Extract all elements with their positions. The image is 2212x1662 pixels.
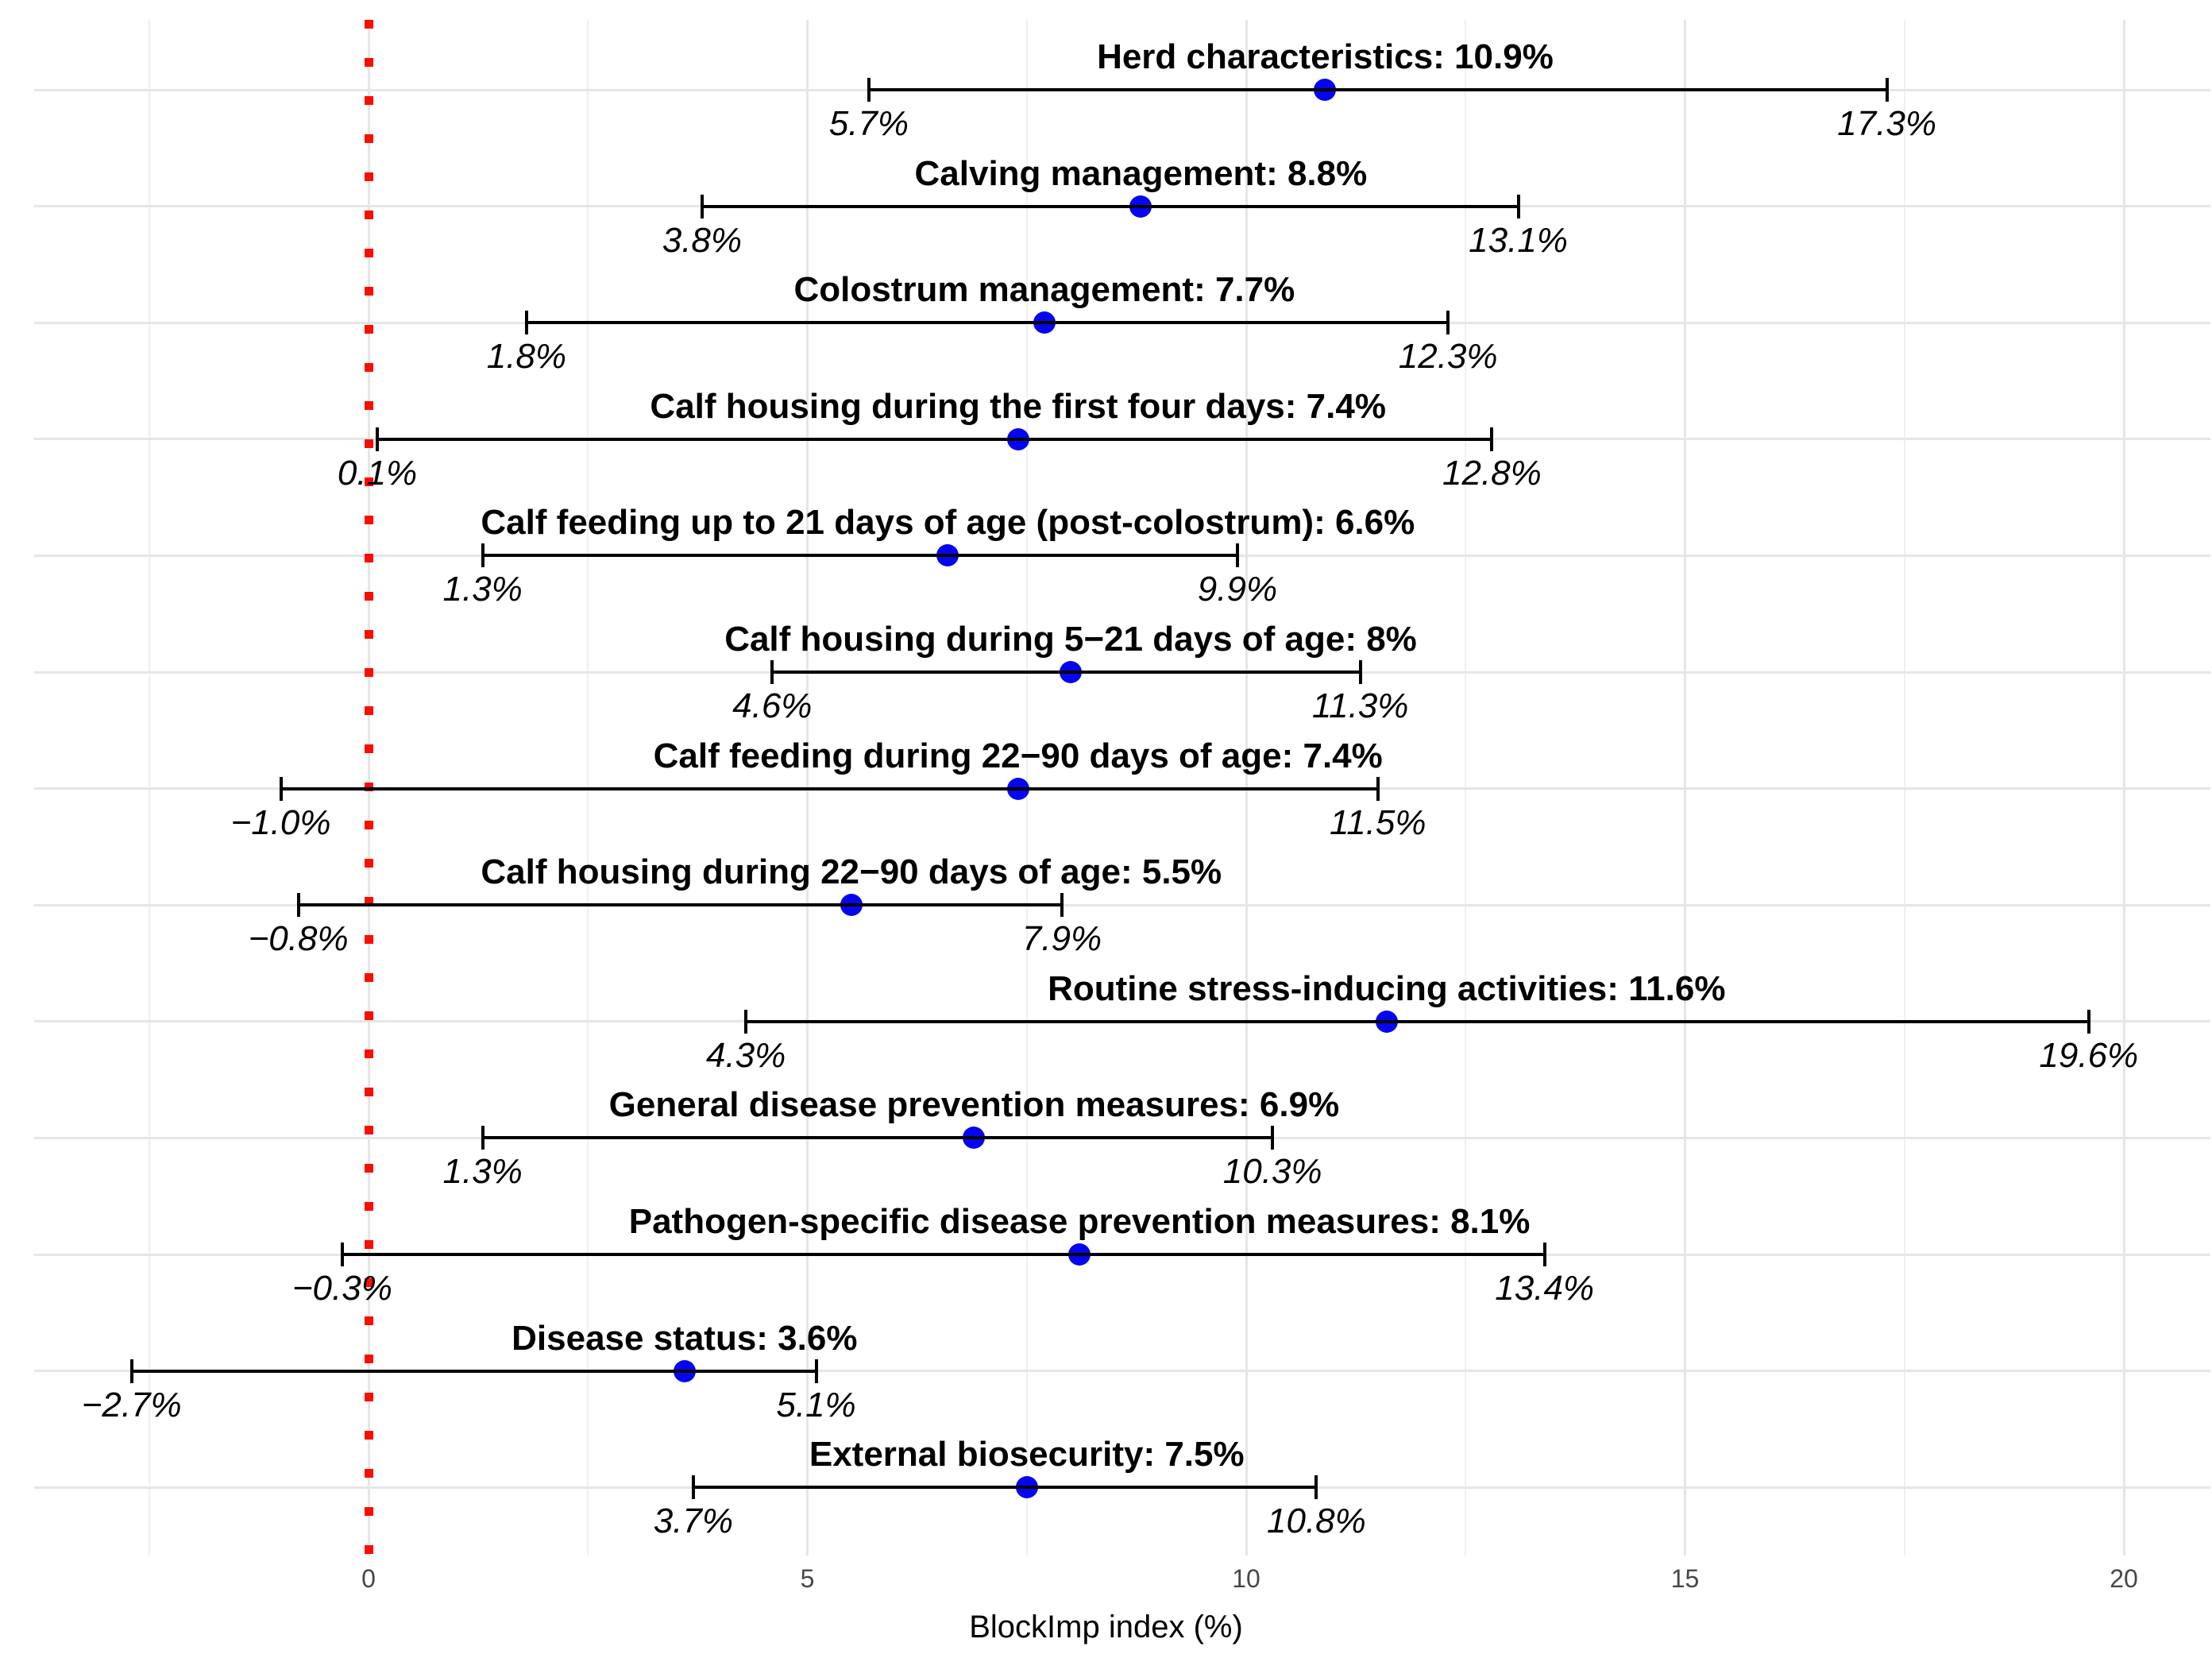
ci-lower-label: 3.7% <box>653 1502 733 1541</box>
error-bar <box>772 671 1361 674</box>
error-bar-cap-left <box>340 1243 344 1266</box>
error-bar-cap-right <box>1490 427 1494 451</box>
error-bar-cap-left <box>279 776 283 801</box>
error-bar-cap-left <box>770 660 774 684</box>
error-bar <box>701 204 1519 208</box>
row-gridline <box>34 903 2210 906</box>
error-bar-cap-left <box>744 1009 748 1034</box>
ci-upper-label: 10.3% <box>1222 1152 1322 1192</box>
ci-lower-label: −1.0% <box>230 802 331 842</box>
ci-upper-label: 12.8% <box>1442 453 1542 493</box>
error-bar <box>131 1369 816 1373</box>
ci-upper-label: 19.6% <box>2039 1035 2139 1075</box>
ci-lower-label: 4.6% <box>732 686 813 725</box>
error-bar <box>377 437 1492 441</box>
ci-lower-label: 4.3% <box>705 1035 786 1075</box>
ci-upper-label: 13.1% <box>1469 220 1568 260</box>
ci-lower-label: 1.3% <box>442 570 523 609</box>
error-bar-cap-left <box>524 311 528 335</box>
error-bar <box>693 1486 1317 1490</box>
row-label: Colostrum management: 7.7% <box>793 270 1295 310</box>
ci-lower-label: −0.3% <box>291 1269 392 1308</box>
error-bar-cap-right <box>1271 1126 1275 1150</box>
error-bar <box>746 1019 2089 1023</box>
error-bar-cap-right <box>1358 660 1362 684</box>
ci-lower-label: 1.8% <box>486 337 567 377</box>
ci-lower-label: 3.8% <box>662 220 743 260</box>
error-bar-cap-left <box>296 893 300 918</box>
error-bar <box>526 321 1449 325</box>
row-label: Herd characteristics: 10.9% <box>1097 37 1554 76</box>
error-bar-cap-right <box>814 1359 818 1383</box>
row-label: Routine stress-inducing activities: 11.6… <box>1048 968 1726 1008</box>
x-tick-label: 0 <box>361 1564 376 1593</box>
error-bar-cap-right <box>1314 1475 1318 1500</box>
error-bar-cap-left <box>481 543 484 568</box>
error-bar-cap-right <box>1516 194 1520 218</box>
error-bar <box>298 903 1062 907</box>
x-axis-title: BlockImp index (%) <box>969 1610 1243 1645</box>
x-tick-label: 20 <box>2110 1564 2138 1593</box>
row-label: Calf feeding during 22−90 days of age: 7… <box>653 736 1383 775</box>
error-bar <box>482 1136 1273 1140</box>
error-bar-cap-right <box>1376 776 1380 801</box>
error-bar-cap-left <box>129 1359 133 1383</box>
ci-upper-label: 5.1% <box>776 1385 856 1424</box>
ci-upper-label: 11.5% <box>1330 802 1426 842</box>
error-bar <box>482 554 1237 558</box>
error-bar-cap-left <box>481 1126 484 1150</box>
x-tick-label: 15 <box>1670 1564 1700 1593</box>
ci-lower-label: 1.3% <box>442 1152 523 1192</box>
error-bar-cap-right <box>1235 543 1239 568</box>
error-bar <box>280 787 1378 790</box>
error-bar-cap-left <box>867 78 871 102</box>
row-label: Calf housing during the first four days:… <box>650 386 1386 426</box>
ci-lower-label: −2.7% <box>81 1385 182 1424</box>
row-label: Pathogen-specific disease prevention mea… <box>628 1202 1531 1241</box>
error-bar-cap-left <box>376 427 380 451</box>
error-bar-cap-left <box>691 1475 695 1500</box>
error-bar-cap-left <box>700 194 704 218</box>
ci-lower-label: −0.8% <box>248 919 349 959</box>
ci-lower-label: 5.7% <box>828 104 909 143</box>
error-bar <box>342 1253 1545 1256</box>
row-label: Disease status: 3.6% <box>512 1318 858 1358</box>
row-label: Calf housing during 22−90 days of age: 5… <box>481 852 1222 892</box>
error-bar-cap-right <box>1542 1243 1546 1266</box>
ci-lower-label: 0.1% <box>337 453 418 493</box>
x-tick-label: 10 <box>1232 1564 1260 1593</box>
ci-upper-label: 9.9% <box>1197 570 1278 609</box>
x-tick-label: 5 <box>800 1564 815 1593</box>
error-bar-cap-right <box>1885 78 1889 102</box>
ci-upper-label: 10.8% <box>1267 1502 1366 1541</box>
row-label: Calf feeding up to 21 days of age (post-… <box>481 503 1415 543</box>
ci-upper-label: 12.3% <box>1398 337 1498 377</box>
row-label: External biosecurity: 7.5% <box>809 1435 1245 1475</box>
error-bar <box>868 88 1887 91</box>
row-gridline <box>34 1370 2210 1373</box>
row-label: Calf housing during 5−21 days of age: 8% <box>724 620 1417 659</box>
ci-upper-label: 11.3% <box>1311 686 1409 725</box>
row-label: Calving management: 8.8% <box>914 153 1368 193</box>
ci-upper-label: 13.4% <box>1495 1269 1595 1308</box>
row-label: General disease prevention measures: 6.9… <box>608 1085 1340 1125</box>
error-bar-cap-right <box>2087 1009 2090 1034</box>
error-bar-cap-right <box>1060 893 1064 918</box>
ci-upper-label: 7.9% <box>1021 919 1102 959</box>
error-bar-cap-right <box>1446 311 1450 335</box>
ci-upper-label: 17.3% <box>1837 104 1937 143</box>
